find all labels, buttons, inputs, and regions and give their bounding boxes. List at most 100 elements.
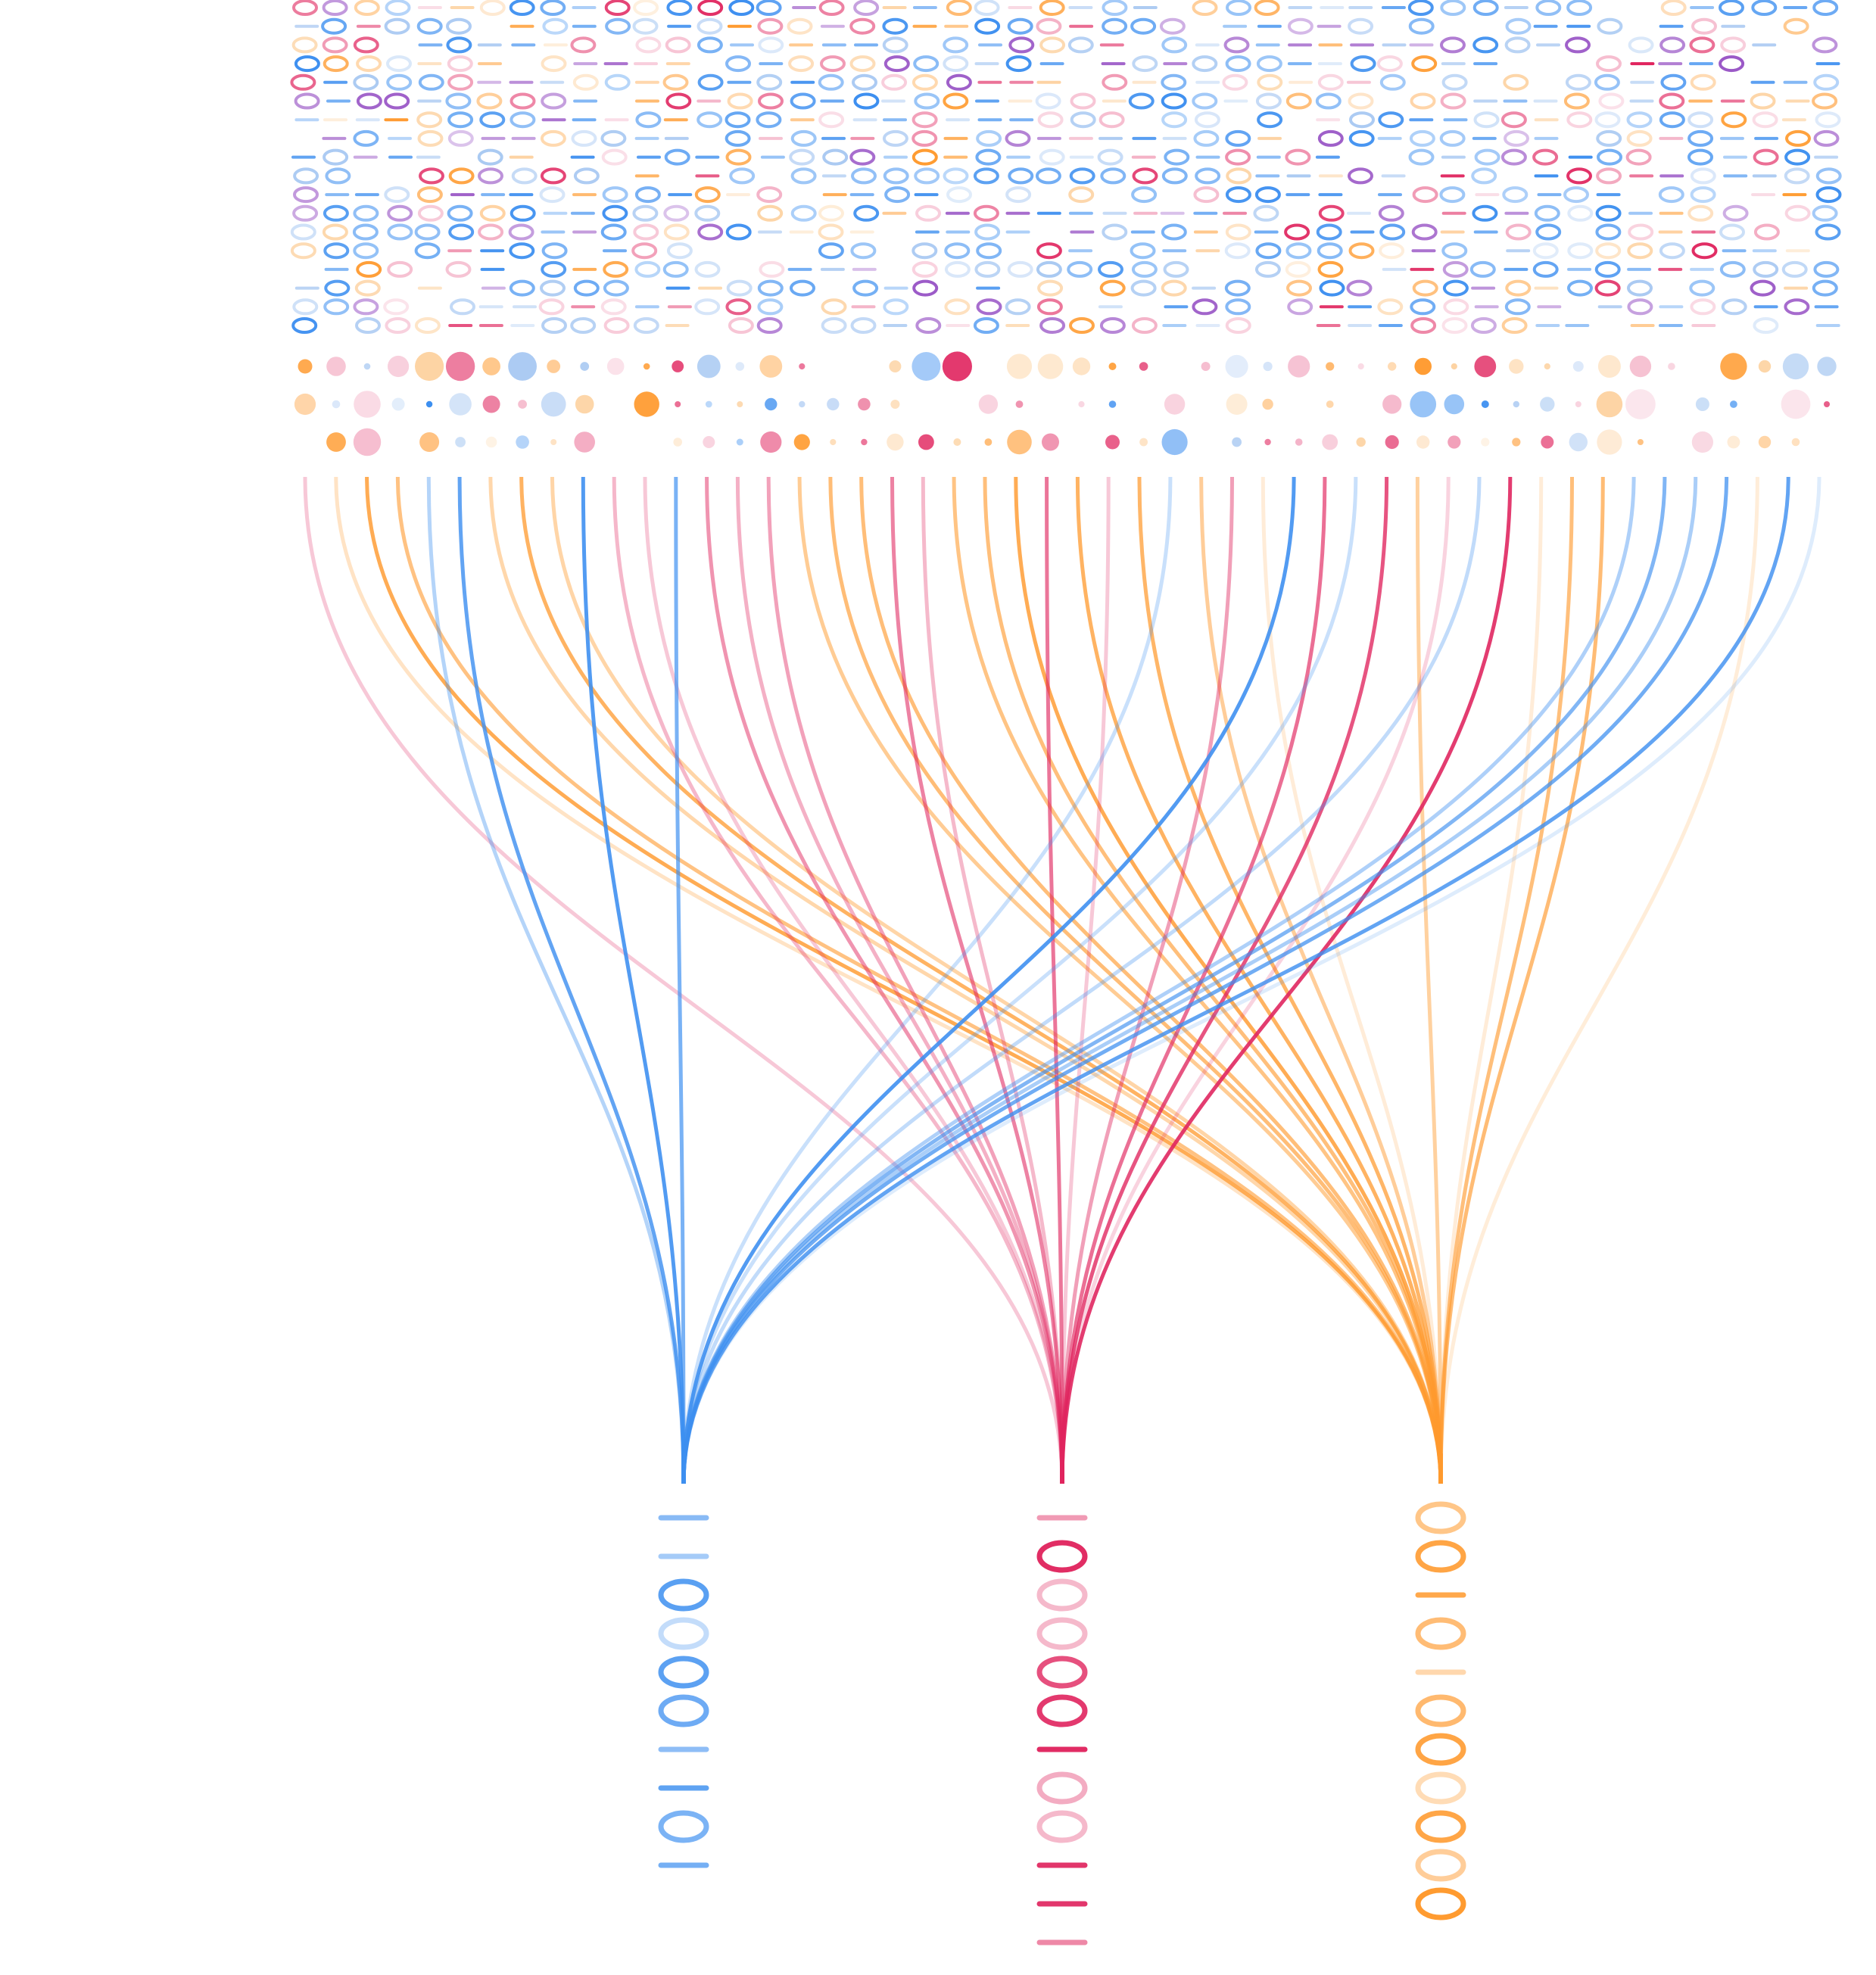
matrix-glyph bbox=[479, 204, 506, 222]
matrix-glyph bbox=[818, 223, 844, 241]
output-glyph-zero bbox=[1036, 1694, 1088, 1727]
matrix-glyph bbox=[1130, 242, 1156, 260]
matrix-glyph bbox=[1719, 223, 1745, 241]
connection-curve bbox=[952, 476, 1443, 1484]
dot bbox=[736, 438, 743, 446]
matrix-glyph bbox=[1102, 17, 1128, 35]
dot bbox=[298, 359, 313, 374]
connection-curve bbox=[1045, 476, 1064, 1484]
matrix-glyph bbox=[1349, 111, 1375, 129]
matrix-glyph bbox=[1625, 148, 1652, 166]
output-glyph-zero bbox=[1415, 1733, 1466, 1766]
matrix-glyph bbox=[1721, 298, 1747, 316]
matrix-glyph bbox=[974, 17, 1001, 35]
dot bbox=[912, 352, 941, 381]
matrix-glyph bbox=[292, 298, 319, 316]
dot bbox=[1758, 360, 1772, 373]
matrix-glyph bbox=[1348, 242, 1375, 260]
output-glyph-zero bbox=[1036, 1810, 1088, 1843]
matrix-glyph bbox=[387, 223, 413, 241]
matrix-glyph bbox=[973, 317, 999, 334]
dot bbox=[1727, 435, 1740, 449]
matrix-glyph bbox=[1254, 186, 1281, 204]
matrix-glyph bbox=[450, 298, 475, 316]
matrix-glyph bbox=[943, 92, 969, 110]
matrix-glyph bbox=[974, 223, 1001, 241]
matrix-glyph bbox=[1099, 279, 1126, 297]
output-column-blue bbox=[658, 1515, 709, 1868]
matrix-glyph bbox=[1503, 73, 1529, 91]
dot bbox=[827, 397, 840, 411]
matrix-glyph bbox=[635, 36, 662, 54]
matrix-glyph bbox=[821, 317, 847, 334]
matrix-glyph bbox=[1225, 148, 1251, 166]
matrix-glyph bbox=[946, 73, 972, 91]
matrix-glyph bbox=[1442, 260, 1469, 278]
dot bbox=[759, 355, 783, 378]
matrix-glyph bbox=[912, 260, 938, 278]
matrix-glyph bbox=[322, 0, 348, 16]
dot bbox=[391, 397, 405, 411]
matrix-glyph bbox=[973, 167, 999, 185]
matrix-glyph bbox=[1752, 111, 1778, 129]
matrix-glyph bbox=[1439, 129, 1466, 147]
connection-curve bbox=[1060, 476, 1234, 1484]
matrix-glyph bbox=[1815, 186, 1842, 204]
dot bbox=[354, 391, 381, 418]
matrix-glyph bbox=[757, 204, 784, 222]
matrix-glyph bbox=[1472, 0, 1499, 16]
dot bbox=[1037, 354, 1064, 379]
matrix-glyph bbox=[1410, 92, 1436, 110]
matrix-glyph bbox=[1161, 92, 1187, 110]
matrix-glyph bbox=[479, 0, 506, 16]
matrix-glyph bbox=[818, 242, 844, 260]
matrix-glyph bbox=[1223, 36, 1250, 54]
dot bbox=[1781, 389, 1811, 419]
matrix-glyph bbox=[1565, 73, 1591, 91]
connection-curve bbox=[1137, 476, 1443, 1484]
matrix-glyph bbox=[1378, 204, 1404, 222]
matrix-glyph bbox=[820, 55, 846, 73]
matrix-glyph bbox=[1318, 204, 1345, 222]
dot bbox=[1695, 397, 1709, 411]
matrix-glyph bbox=[915, 204, 941, 222]
matrix-glyph bbox=[1687, 204, 1714, 222]
matrix-glyph bbox=[1315, 92, 1342, 110]
matrix-glyph bbox=[1195, 167, 1221, 185]
dot bbox=[1416, 435, 1430, 449]
matrix-glyph bbox=[975, 148, 1002, 166]
matrix-glyph bbox=[1348, 167, 1373, 185]
dot bbox=[574, 431, 595, 453]
matrix-glyph bbox=[1815, 111, 1841, 129]
dot bbox=[1262, 398, 1273, 410]
matrix-glyph bbox=[294, 92, 320, 110]
matrix-glyph bbox=[1225, 317, 1251, 334]
matrix-glyph bbox=[665, 92, 692, 110]
matrix-glyph bbox=[1255, 242, 1282, 260]
matrix-glyph bbox=[1567, 204, 1594, 222]
matrix-glyph bbox=[1441, 73, 1468, 91]
matrix-glyph bbox=[912, 148, 938, 166]
connection-curve bbox=[1261, 476, 1443, 1484]
dot bbox=[1448, 435, 1461, 449]
matrix-glyph bbox=[1098, 260, 1123, 278]
matrix-glyph bbox=[1161, 36, 1188, 54]
matrix-glyph bbox=[1408, 148, 1435, 166]
matrix-glyph bbox=[1284, 223, 1310, 241]
matrix-glyph bbox=[605, 17, 631, 35]
matrix-glyph bbox=[1440, 92, 1466, 110]
matrix-glyph bbox=[1161, 111, 1188, 129]
matrix-glyph bbox=[600, 129, 627, 147]
matrix-glyph bbox=[541, 55, 567, 73]
output-glyph-zero bbox=[658, 1617, 709, 1650]
connection-curve bbox=[735, 476, 1064, 1484]
matrix-glyph bbox=[540, 279, 566, 297]
dot bbox=[516, 435, 529, 449]
matrix-glyph bbox=[1005, 186, 1032, 204]
matrix-glyph bbox=[1102, 223, 1128, 241]
matrix-glyph bbox=[666, 0, 693, 16]
matrix-glyph bbox=[1504, 298, 1531, 316]
dot bbox=[1597, 355, 1621, 378]
matrix-glyph bbox=[1102, 0, 1128, 16]
connection-curve bbox=[674, 476, 686, 1484]
